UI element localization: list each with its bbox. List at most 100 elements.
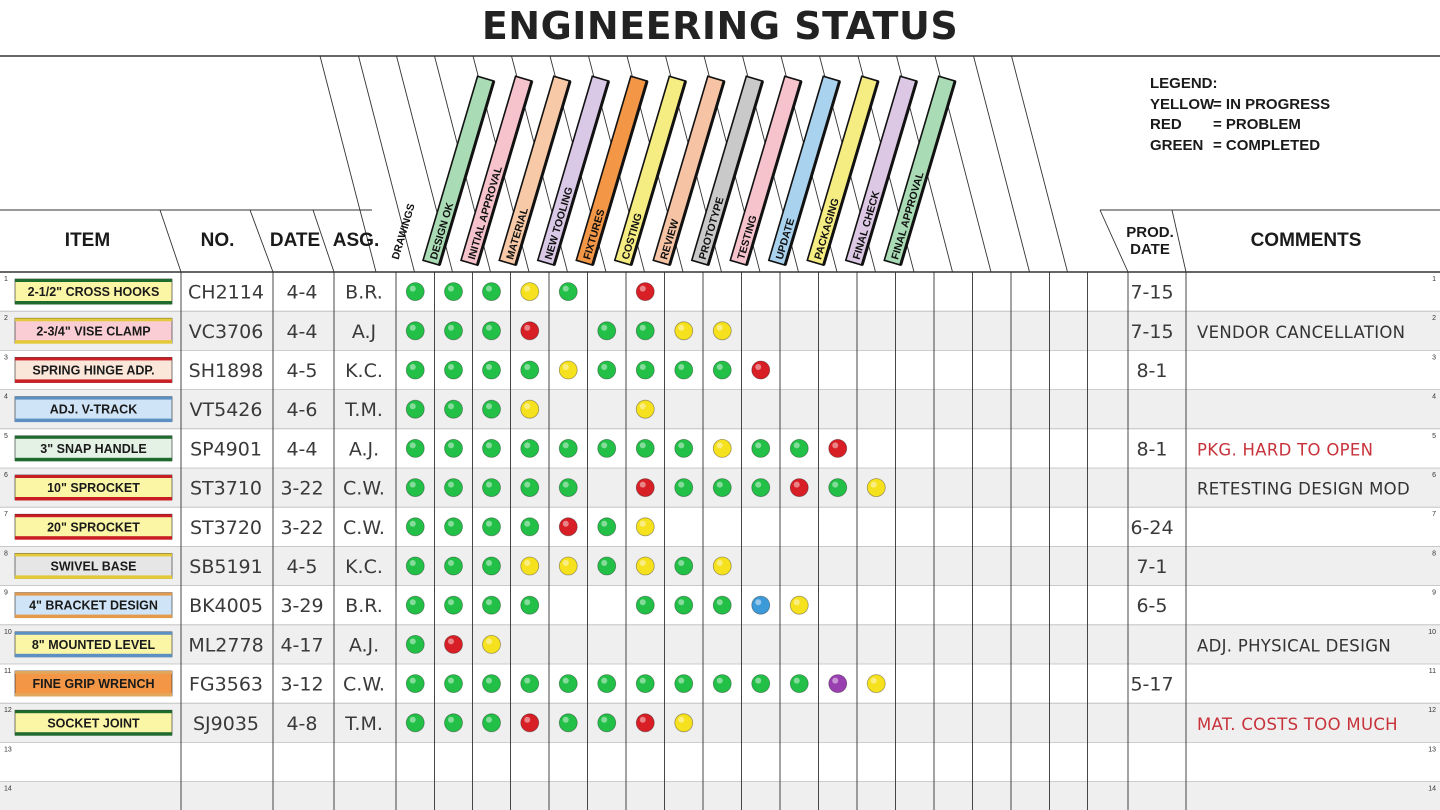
row-stripe xyxy=(0,781,1440,810)
status-dot-highlight xyxy=(486,677,492,684)
status-dot-highlight xyxy=(409,638,416,645)
status-dot-highlight xyxy=(562,716,569,723)
status-dot xyxy=(751,438,771,458)
status-dot xyxy=(635,478,655,498)
stage-strip-shadow xyxy=(783,80,842,266)
row-number-right: 8 xyxy=(1432,550,1436,557)
status-dot xyxy=(597,713,617,733)
item-tag-bottom-border xyxy=(15,457,172,462)
item-assignee: C.W. xyxy=(343,478,385,500)
status-dot xyxy=(444,399,463,419)
status-dot xyxy=(597,438,617,458)
status-dot-highlight xyxy=(486,442,492,449)
item-tag-bottom-border xyxy=(15,614,172,619)
item-number: VT5426 xyxy=(190,399,263,421)
table-row: 4 4 ADJ. V-TRACK VT5426 4-6 T.M. xyxy=(4,394,1436,423)
status-dot xyxy=(482,517,501,537)
status-dot-highlight xyxy=(601,677,608,684)
status-dot xyxy=(712,478,732,498)
item-tag-bottom-border xyxy=(15,340,172,344)
item-assignee: C.W. xyxy=(343,517,385,539)
status-dot xyxy=(597,517,617,537)
status-dot xyxy=(635,282,655,302)
status-dot xyxy=(635,517,655,537)
status-dot-highlight xyxy=(639,403,646,410)
table-row: 12 12 SOCKET JOINT SJ9035 4-8 T.M. MAT. COSTS … xyxy=(4,707,1436,736)
item-tag-bottom-border xyxy=(15,693,172,697)
status-dot xyxy=(482,595,501,615)
status-dot xyxy=(674,438,694,458)
status-dot xyxy=(866,674,886,693)
status-dot-highlight xyxy=(409,481,416,488)
row-number: 5 xyxy=(4,433,8,440)
status-dot xyxy=(405,674,425,693)
status-dot xyxy=(712,674,732,693)
row-number-right: 10 xyxy=(1428,629,1436,636)
status-dot xyxy=(635,674,655,693)
status-dot xyxy=(520,674,540,693)
status-dot-highlight xyxy=(448,442,454,449)
item-label: 20" SPROCKET xyxy=(47,520,140,534)
stage-header-1: DRAWINGS xyxy=(390,202,418,261)
item-label: SWIVEL BASE xyxy=(51,560,137,574)
stage-strip-shadow xyxy=(591,80,649,266)
row-number: 9 xyxy=(4,590,8,597)
item-number: BK4005 xyxy=(189,595,263,617)
status-dot xyxy=(597,556,617,576)
stage-strip-shadow xyxy=(668,80,726,266)
table-row: 14 14 xyxy=(4,786,1436,793)
item-label: 8" MOUNTED LEVEL xyxy=(32,638,156,652)
status-dot-highlight xyxy=(409,560,416,566)
stage-header-11: UPDATE xyxy=(767,75,842,267)
status-dot xyxy=(482,399,501,419)
item-tag-bottom-border xyxy=(15,732,172,736)
legend-entry-yellow: YELLOW= IN PROGRESS xyxy=(1150,95,1330,116)
prod-date: 8-1 xyxy=(1136,438,1167,460)
stage-strip-shadow xyxy=(899,80,957,266)
status-dot xyxy=(828,438,848,458)
status-dot xyxy=(444,713,463,733)
page-title: ENGINEERING STATUS xyxy=(481,4,959,48)
item-assignee: T.M. xyxy=(344,713,383,735)
row-number: 2 xyxy=(4,315,8,322)
status-dot xyxy=(520,321,540,341)
status-dot xyxy=(789,595,809,615)
prod-date: 6-5 xyxy=(1136,595,1167,617)
status-dot xyxy=(520,517,540,537)
stage-header-2: DESIGN OK xyxy=(422,75,496,267)
status-dot-highlight xyxy=(601,442,608,449)
item-tag xyxy=(14,435,173,462)
status-dot xyxy=(635,399,655,419)
item-date: 4-4 xyxy=(286,321,317,343)
status-dot-highlight xyxy=(524,677,531,684)
row-number: 4 xyxy=(4,394,8,401)
status-dot xyxy=(482,478,501,498)
column-divider-slant xyxy=(249,209,274,273)
stage-header-7: COSTING xyxy=(613,75,688,267)
comment: MAT. COSTS TOO MUCH xyxy=(1197,715,1398,734)
status-dot-highlight xyxy=(639,442,646,449)
status-dot-highlight xyxy=(716,364,723,370)
row-number: 3 xyxy=(4,354,8,361)
status-dot-highlight xyxy=(678,324,685,331)
status-dot-highlight xyxy=(678,560,685,566)
status-dot xyxy=(482,635,501,654)
status-dot-highlight xyxy=(678,442,685,449)
status-dot-highlight xyxy=(409,324,416,331)
status-dot xyxy=(751,674,771,693)
status-dot xyxy=(635,438,655,458)
legend-label: RED xyxy=(1150,116,1182,133)
status-dot-highlight xyxy=(524,403,531,410)
item-assignee: B.R. xyxy=(345,595,383,617)
item-number: VC3706 xyxy=(189,321,264,343)
item-number: FG3563 xyxy=(189,674,263,696)
legend-heading: LEGEND: xyxy=(1150,75,1218,92)
status-dot-highlight xyxy=(793,677,800,684)
status-dot xyxy=(635,556,655,576)
item-assignee: B.R. xyxy=(345,282,383,304)
item-tag-top-border xyxy=(15,435,172,439)
legend-entry-green: GREEN = COMPLETED xyxy=(1150,136,1330,157)
status-dot xyxy=(597,321,617,341)
row-stripe xyxy=(0,624,1440,664)
item-tag-top-border xyxy=(15,514,172,518)
